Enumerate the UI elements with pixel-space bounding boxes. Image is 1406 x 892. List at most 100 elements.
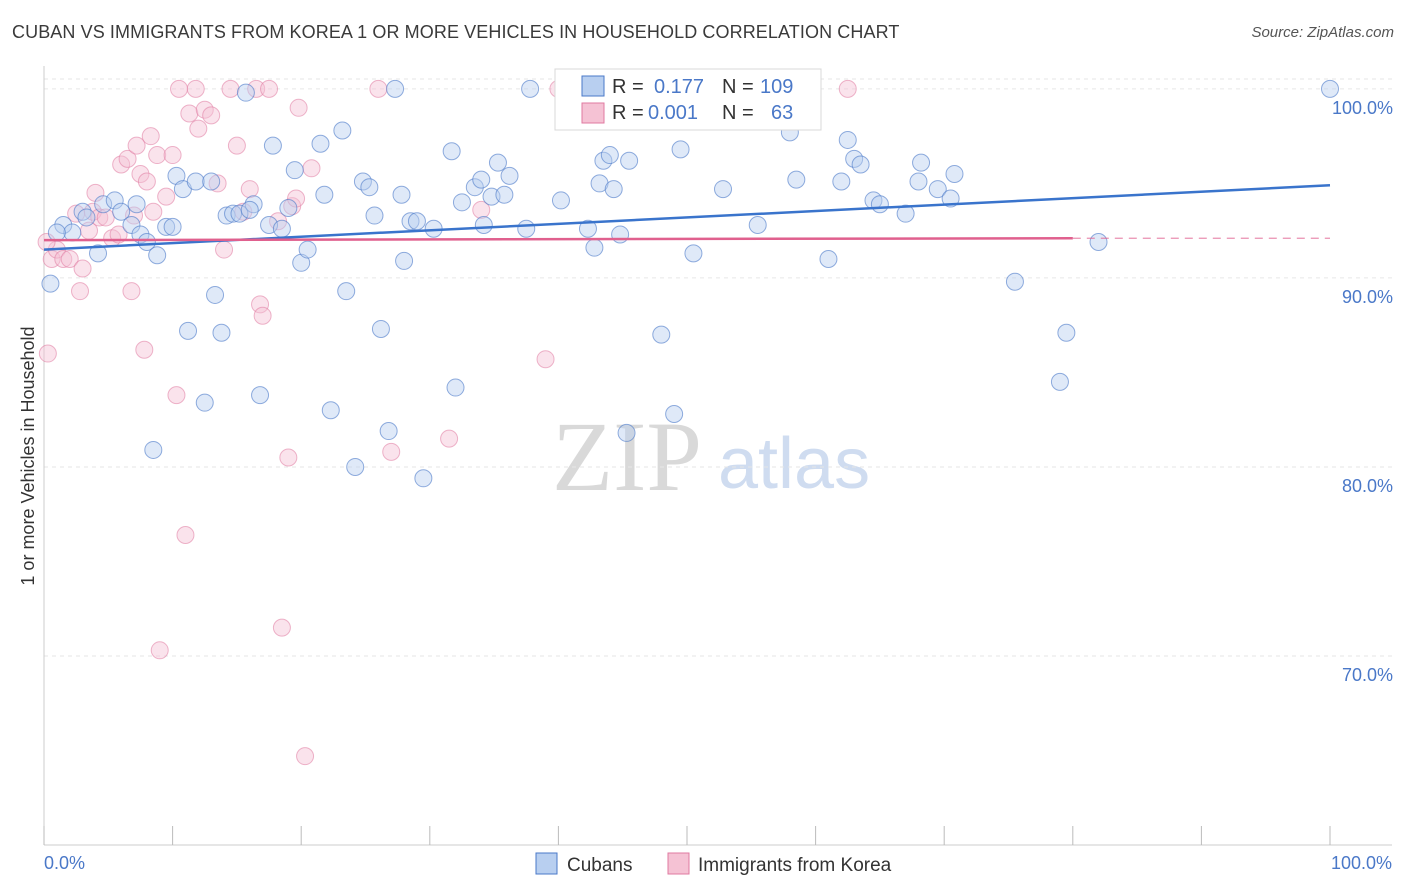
- x-tick-min: 0.0%: [44, 853, 85, 873]
- korea-point: [38, 344, 57, 363]
- chart-title: CUBAN VS IMMIGRANTS FROM KOREA 1 OR MORE…: [12, 22, 900, 42]
- cubans-point: [167, 166, 186, 185]
- korea-point: [141, 127, 160, 146]
- cubans-point: [870, 195, 889, 214]
- cubans-point: [285, 161, 304, 180]
- korea-point: [227, 136, 246, 155]
- cubans-point: [148, 246, 167, 265]
- cubans-point: [819, 250, 838, 269]
- korea-point: [272, 618, 291, 637]
- korea-point: [144, 202, 163, 221]
- cubans-point: [279, 198, 298, 217]
- cubans-point: [54, 216, 73, 234]
- korea-point: [302, 159, 321, 178]
- korea-point: [221, 79, 240, 98]
- source-label: Source: ZipAtlas.com: [1251, 24, 1394, 41]
- cubans-point: [395, 251, 414, 270]
- cubans-point: [787, 170, 806, 189]
- y-axis-label: 1 or more Vehicles in Household: [18, 326, 38, 585]
- cubans-point: [186, 172, 205, 191]
- bottom-legend: Cubans Immigrants from Korea: [535, 852, 892, 876]
- y-tick-label: 90.0%: [1342, 287, 1393, 307]
- korea-point: [54, 250, 73, 269]
- axes: [43, 66, 1392, 846]
- x-tick-max: 100.0%: [1331, 853, 1392, 873]
- cubans-point: [617, 423, 636, 442]
- cubans-point: [206, 285, 225, 304]
- legend-n-value-1: 109: [760, 76, 793, 98]
- cubans-point: [386, 79, 405, 98]
- y-tick-label: 80.0%: [1342, 476, 1393, 496]
- cubans-point: [179, 321, 198, 340]
- korea-points: [37, 79, 857, 766]
- korea-point: [382, 442, 401, 461]
- korea-trend-line: [43, 236, 1073, 242]
- cubans-point: [392, 185, 411, 204]
- korea-point: [60, 250, 79, 269]
- korea-point: [189, 119, 208, 138]
- legend-swatch-korea: [581, 102, 605, 124]
- cubans-point: [414, 469, 433, 488]
- cubans-point: [379, 422, 398, 441]
- cubans-point: [251, 386, 270, 405]
- legend-n-label-2: N =: [722, 102, 754, 124]
- bottom-legend-swatch-cubans: [535, 852, 558, 875]
- cubans-point: [585, 238, 604, 257]
- cubans-point: [551, 191, 570, 210]
- cubans-point: [365, 206, 384, 225]
- cubans-point: [446, 378, 465, 397]
- cubans-point: [401, 212, 420, 231]
- legend-n-value-2: 63: [771, 102, 793, 124]
- cubans-point: [224, 204, 243, 223]
- cubans-point: [472, 170, 491, 189]
- cubans-point: [112, 202, 131, 221]
- korea-point: [170, 79, 189, 98]
- cubans-point: [1057, 323, 1076, 342]
- korea-point: [131, 164, 150, 183]
- cubans-point: [912, 153, 931, 172]
- cubans-point: [620, 151, 639, 170]
- legend-r-label-2: R =: [612, 102, 644, 124]
- cubans-point: [263, 136, 282, 155]
- legend-swatch-cubans: [581, 75, 605, 97]
- korea-point: [240, 180, 259, 199]
- cubans-point: [474, 216, 493, 234]
- bottom-legend-cubans: Cubans: [567, 855, 633, 876]
- cubans-point: [452, 193, 471, 212]
- cubans-point: [127, 195, 146, 214]
- legend-r-value-2: 0.001: [648, 102, 698, 124]
- cubans-point: [346, 457, 365, 476]
- cubans-point: [360, 178, 379, 197]
- cubans-point: [292, 253, 311, 272]
- cubans-point: [838, 130, 857, 149]
- cubans-point: [122, 216, 141, 234]
- korea-point: [260, 79, 279, 98]
- cubans-point: [851, 155, 870, 174]
- trend-lines: [43, 184, 1331, 251]
- cubans-point: [896, 204, 915, 223]
- cubans-point: [230, 204, 249, 223]
- korea-point: [118, 149, 137, 168]
- cubans-point: [144, 440, 163, 459]
- cubans-point: [578, 219, 597, 238]
- korea-point: [135, 340, 154, 359]
- cubans-point: [47, 223, 66, 242]
- korea-point: [186, 79, 205, 98]
- korea-point: [176, 526, 195, 544]
- korea-point: [122, 282, 141, 301]
- cubans-point: [500, 166, 519, 185]
- korea-point: [838, 79, 857, 98]
- cubans-point: [195, 393, 214, 412]
- cubans-point: [600, 146, 619, 165]
- cubans-point: [163, 217, 182, 236]
- korea-point: [369, 79, 388, 98]
- cubans-point: [272, 219, 291, 238]
- cubans-point: [832, 172, 851, 191]
- bottom-legend-korea: Immigrants from Korea: [698, 855, 892, 876]
- korea-point: [157, 187, 176, 206]
- cubans-point: [665, 405, 684, 424]
- cubans-point: [928, 180, 947, 199]
- korea-point: [73, 259, 92, 278]
- cubans-point: [407, 212, 426, 231]
